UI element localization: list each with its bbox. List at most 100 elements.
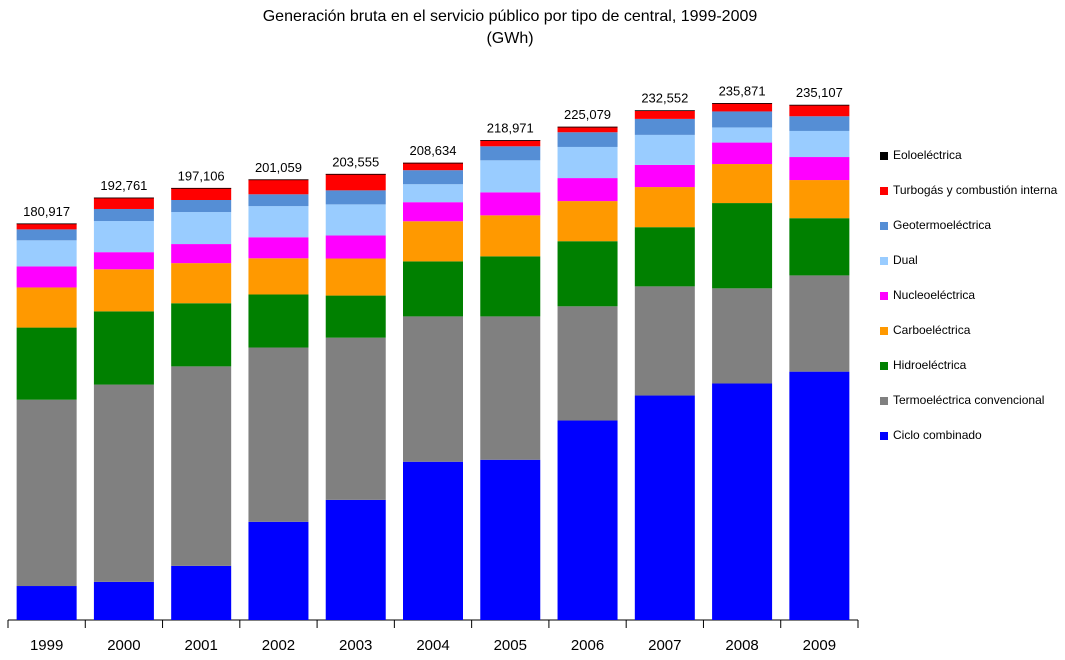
legend-swatch: [880, 327, 888, 335]
x-tick-label: 2000: [107, 637, 140, 654]
bar-segment: [171, 187, 232, 200]
bar-segment: [557, 178, 618, 202]
legend-label: Hidroeléctrica: [893, 358, 967, 372]
legend-label: Carboeléctrica: [893, 323, 971, 337]
legend-label: Geotermoeléctrica: [893, 218, 991, 232]
bar-segment: [403, 461, 463, 620]
bar-segment: [93, 311, 154, 385]
bar-segment: [325, 204, 386, 236]
bar-segment: [93, 197, 154, 199]
legend-label: Termoeléctrica convencional: [893, 393, 1044, 407]
bar-segment: [712, 288, 773, 384]
x-tick-label: 2004: [416, 637, 449, 654]
bar-segment: [480, 256, 541, 317]
bar-segment: [248, 237, 309, 259]
bar-segment: [248, 258, 309, 295]
bar-segment: [248, 206, 309, 238]
bar-segment: [634, 134, 695, 165]
bar-segment: [557, 420, 618, 620]
legend-label: Nucleoeléctrica: [893, 288, 975, 302]
bar-segment: [789, 275, 850, 372]
bar-segment: [16, 223, 77, 225]
bar-segment: [789, 218, 850, 276]
bar-segment: [557, 126, 618, 133]
bar-segment: [93, 581, 154, 620]
bar-segment: [248, 294, 309, 348]
bar-segment: [403, 184, 463, 203]
bar-segment: [325, 258, 386, 296]
bar-segment: [403, 162, 463, 171]
total-label: 192,761: [100, 178, 147, 193]
bar-segment: [712, 111, 773, 128]
bar-segment: [16, 240, 77, 267]
total-label: 203,555: [332, 154, 379, 169]
bar-segment: [16, 327, 77, 400]
bar-segment: [634, 227, 695, 287]
bar-segment: [16, 266, 77, 288]
bar-segment: [16, 287, 77, 328]
bar-segment: [712, 383, 773, 620]
bar-segment: [171, 263, 232, 304]
legend-swatch: [880, 222, 888, 230]
bar-segment: [789, 105, 850, 117]
bar-segment: [557, 241, 618, 307]
bar-segment: [325, 295, 386, 338]
bar-segment: [557, 146, 618, 179]
bar-segment: [480, 140, 541, 141]
bar-segment: [712, 142, 773, 165]
bar-segment: [93, 252, 154, 270]
legend-label: Ciclo combinado: [893, 428, 982, 442]
x-tick-label: 2001: [184, 637, 217, 654]
chart-title: Generación bruta en el servicio público …: [263, 8, 758, 25]
bar-segment: [325, 337, 386, 500]
total-label: 218,971: [487, 121, 534, 136]
bar-segment: [480, 140, 541, 147]
total-label: 232,552: [641, 91, 688, 106]
x-tick-label: 2002: [262, 637, 295, 654]
bar-segment: [16, 223, 77, 230]
bar-segment: [403, 162, 463, 164]
bar-segment: [16, 399, 77, 587]
bar-segment: [789, 371, 850, 620]
x-tick-label: 2005: [494, 637, 527, 654]
bar-segment: [93, 221, 154, 253]
bar-segment: [480, 146, 541, 161]
bar-segment: [93, 208, 154, 222]
bar-segment: [16, 229, 77, 241]
legend-swatch: [880, 257, 888, 265]
bar-segment: [789, 104, 850, 106]
bar-segment: [16, 586, 77, 620]
x-tick-label: 2007: [648, 637, 681, 654]
bar-segment: [248, 179, 309, 181]
bar-segment: [712, 164, 773, 204]
bar-segment: [634, 110, 695, 112]
legend-label: Dual: [893, 253, 918, 267]
bar-segment: [634, 187, 695, 228]
bar-segment: [480, 215, 541, 257]
bar-segment: [93, 269, 154, 312]
bar-segment: [403, 202, 463, 222]
bar-segment: [712, 103, 773, 112]
bar-segment: [557, 306, 618, 421]
bar-segment: [789, 180, 850, 219]
legend-swatch: [880, 397, 888, 405]
x-tick-label: 1999: [30, 637, 63, 654]
bar-segment: [712, 203, 773, 289]
bar-segment: [634, 395, 695, 620]
bar-segment: [480, 316, 541, 460]
bar-segment: [325, 173, 386, 191]
bar-segment: [325, 173, 386, 175]
bar-segment: [712, 103, 773, 104]
legend-label: Eoloeléctrica: [893, 148, 962, 162]
bar-segment: [557, 132, 618, 147]
bar-segment: [634, 110, 695, 119]
bar-segment: [789, 130, 850, 158]
bar-segment: [480, 459, 541, 620]
bar-segment: [403, 221, 463, 262]
bar-segment: [634, 118, 695, 135]
bar-segment: [171, 303, 232, 367]
total-label: 201,059: [255, 160, 302, 175]
x-tick-label: 2006: [571, 637, 604, 654]
bar-segment: [248, 179, 309, 195]
x-tick-label: 2003: [339, 637, 372, 654]
